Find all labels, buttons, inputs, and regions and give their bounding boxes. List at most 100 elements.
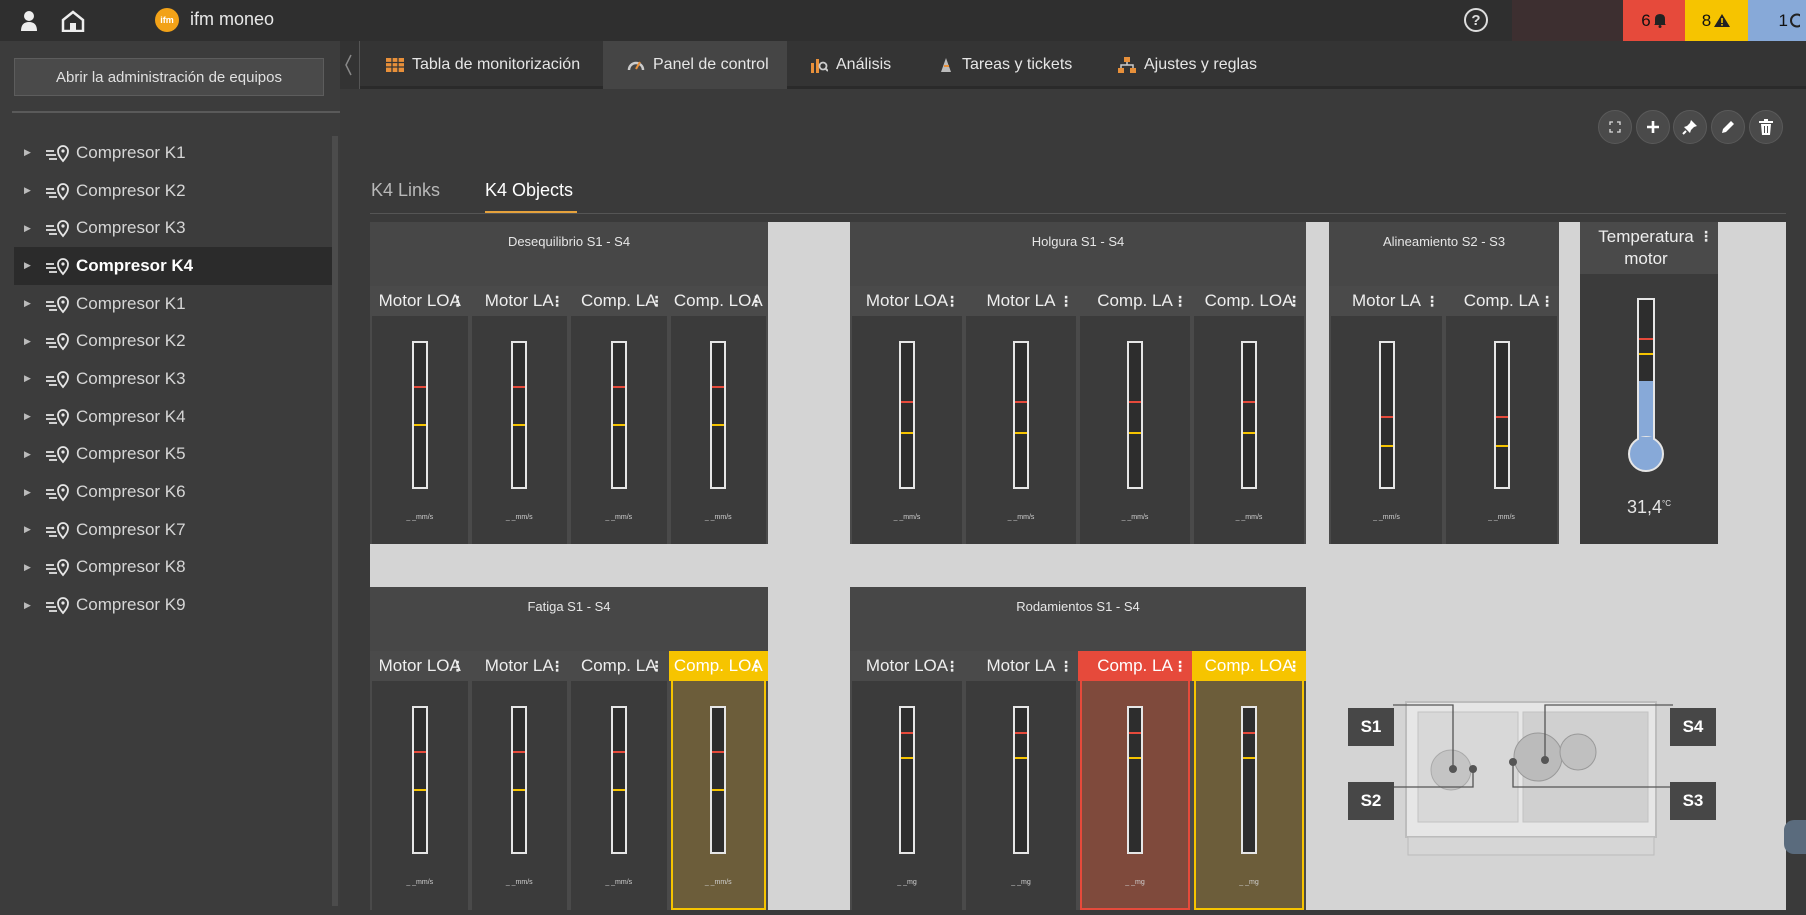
sidebar-scrollbar[interactable] xyxy=(332,136,338,906)
sidebar-item-compresor[interactable]: ▶ Compresor K3 xyxy=(14,360,332,398)
delete-button[interactable] xyxy=(1749,110,1783,144)
more-options-icon[interactable]: ⋮ xyxy=(749,658,763,674)
more-options-icon[interactable]: ⋮ xyxy=(945,658,959,674)
more-options-icon[interactable]: ⋮ xyxy=(945,293,959,309)
more-options-icon[interactable]: ⋮ xyxy=(1059,293,1073,309)
more-options-icon[interactable]: ⋮ xyxy=(1173,293,1187,309)
sidebar-item-compresor[interactable]: ▶ Compresor K8 xyxy=(14,549,332,587)
vibration-gauge-widget[interactable]: Motor LA ⋮ _ _mg xyxy=(964,651,1078,910)
more-options-icon[interactable]: ⋮ xyxy=(550,293,564,309)
vibration-gauge-widget[interactable]: Motor LOA ⋮ _ _mm/s xyxy=(370,286,470,544)
expand-arrow-icon[interactable]: ▶ xyxy=(24,524,31,535)
sensor-label[interactable]: S3 xyxy=(1670,782,1716,820)
pin-button[interactable] xyxy=(1673,110,1707,144)
more-options-icon[interactable]: ⋮ xyxy=(1059,658,1073,674)
vibration-gauge-widget[interactable]: Motor LOA ⋮ _ _mm/s xyxy=(370,651,470,910)
vibration-gauge-widget[interactable]: Comp. LOA ⋮ _ _mg xyxy=(1192,651,1306,910)
more-options-icon[interactable]: ⋮ xyxy=(450,658,465,674)
vibration-gauge-widget[interactable]: Motor LA ⋮ _ _mm/s xyxy=(469,651,569,910)
expand-arrow-icon[interactable]: ▶ xyxy=(24,335,31,346)
edit-button[interactable] xyxy=(1711,110,1745,144)
expand-arrow-icon[interactable]: ▶ xyxy=(24,298,31,309)
subtab-k4-links[interactable]: K4 Links xyxy=(371,180,441,200)
gauge-title: Comp. LA ⋮ xyxy=(569,286,669,316)
alarm-threshold-mark xyxy=(901,731,913,734)
sidebar-item-compresor[interactable]: ▶ Compresor K1 xyxy=(14,285,332,323)
tab-analysis[interactable]: Análisis xyxy=(810,41,900,89)
gauge-unit: _ _mm/s xyxy=(505,514,533,521)
tab-settings-rules[interactable]: Ajustes y reglas xyxy=(1118,41,1268,89)
vibration-gauge-widget[interactable]: Comp. LOA ⋮ _ _mm/s xyxy=(668,651,768,910)
more-options-icon[interactable]: ⋮ xyxy=(1173,658,1187,674)
equipment-location-icon xyxy=(44,330,70,352)
vibration-gauge-widget[interactable]: Motor LOA ⋮ _ _mm/s xyxy=(850,286,964,544)
sidebar-item-compresor[interactable]: ▶ Compresor K4 xyxy=(14,398,332,436)
help-icon[interactable]: ? xyxy=(1464,8,1488,32)
more-options-icon[interactable]: ⋮ xyxy=(1287,293,1301,309)
vibration-gauge-widget[interactable]: Motor LA ⋮ _ _mm/s xyxy=(964,286,1078,544)
tab-control-panel[interactable]: Panel de control xyxy=(603,41,787,89)
sidebar-item-compresor[interactable]: ▶ Compresor K3 xyxy=(14,209,332,247)
vibration-gauge-widget[interactable]: Comp. LA ⋮ _ _mm/s xyxy=(1078,286,1192,544)
fullscreen-button[interactable] xyxy=(1598,110,1632,144)
more-options-icon[interactable]: ⋮ xyxy=(749,293,763,309)
expand-arrow-icon[interactable]: ▶ xyxy=(24,260,31,271)
sidebar-item-compresor[interactable]: ▶ Compresor K2 xyxy=(14,322,332,360)
tab-tasks-tickets[interactable]: Tareas y tickets xyxy=(938,41,1083,89)
vibration-gauge-widget[interactable]: Comp. LOA ⋮ _ _mm/s xyxy=(668,286,768,544)
more-options-icon[interactable]: ⋮ xyxy=(1699,228,1713,244)
tab-monitoring-table[interactable]: Tabla de monitorización xyxy=(386,41,586,89)
user-icon[interactable] xyxy=(14,0,44,41)
more-options-icon[interactable]: ⋮ xyxy=(1540,293,1554,309)
open-equipment-admin-button[interactable]: Abrir la administración de equipos xyxy=(14,58,324,96)
vibration-gauge-widget[interactable]: Comp. LA ⋮ _ _mg xyxy=(1078,651,1192,910)
sidebar-item-compresor[interactable]: ▶ Compresor K5 xyxy=(14,436,332,474)
vibration-gauge-widget[interactable]: Comp. LA ⋮ _ _mm/s xyxy=(569,651,669,910)
sidebar-item-compresor[interactable]: ▶ Compresor K4 xyxy=(14,247,332,285)
sidebar-item-compresor[interactable]: ▶ Compresor K6 xyxy=(14,473,332,511)
expand-arrow-icon[interactable]: ▶ xyxy=(24,599,31,610)
chat-bubble-icon[interactable] xyxy=(1784,820,1806,854)
vibration-gauge-widget[interactable]: Motor LA ⋮ _ _mm/s xyxy=(1329,286,1444,544)
gauge-label: Comp. LOA xyxy=(1204,291,1294,310)
vibration-gauge-widget[interactable]: Comp. LA ⋮ _ _mm/s xyxy=(1444,286,1559,544)
expand-arrow-icon[interactable]: ▶ xyxy=(24,185,31,196)
more-options-icon[interactable]: ⋮ xyxy=(649,658,664,674)
sidebar-item-compresor[interactable]: ▶ Compresor K2 xyxy=(14,172,332,210)
sensor-label[interactable]: S1 xyxy=(1348,708,1394,746)
gauge-label: Comp. LA xyxy=(1097,656,1173,675)
expand-arrow-icon[interactable]: ▶ xyxy=(24,448,31,459)
vibration-gauge-widget[interactable]: Comp. LA ⋮ _ _mm/s xyxy=(569,286,669,544)
info-badge[interactable]: 1 xyxy=(1748,0,1806,41)
temperature-widget[interactable]: Temperatura motor ⋮ 31,4°C xyxy=(1580,222,1718,544)
more-options-icon[interactable]: ⋮ xyxy=(1287,658,1301,674)
alarm-threshold-mark xyxy=(612,750,625,753)
sidebar-item-compresor[interactable]: ▶ Compresor K1 xyxy=(14,134,332,172)
vibration-gauge-widget[interactable]: Motor LA ⋮ _ _mm/s xyxy=(469,286,569,544)
expand-arrow-icon[interactable]: ▶ xyxy=(24,222,31,233)
sensor-label[interactable]: S4 xyxy=(1670,708,1716,746)
expand-arrow-icon[interactable]: ▶ xyxy=(24,411,31,422)
home-icon[interactable] xyxy=(58,0,88,41)
sidebar-item-label: Compresor K4 xyxy=(76,255,194,275)
add-widget-button[interactable] xyxy=(1636,110,1670,144)
sensor-label[interactable]: S2 xyxy=(1348,782,1394,820)
collapse-sidebar-button[interactable] xyxy=(340,41,360,89)
expand-arrow-icon[interactable]: ▶ xyxy=(24,486,31,497)
more-options-icon[interactable]: ⋮ xyxy=(1425,293,1439,309)
warning-badge[interactable]: 8 xyxy=(1685,0,1748,41)
expand-arrow-icon[interactable]: ▶ xyxy=(24,147,31,158)
vibration-gauge-widget[interactable]: Comp. LOA ⋮ _ _mm/s xyxy=(1192,286,1306,544)
vibration-gauge-widget[interactable]: Motor LOA ⋮ _ _mg xyxy=(850,651,964,910)
expand-arrow-icon[interactable]: ▶ xyxy=(24,561,31,572)
more-options-icon[interactable]: ⋮ xyxy=(450,293,465,309)
expand-arrow-icon[interactable]: ▶ xyxy=(24,373,31,384)
more-options-icon[interactable]: ⋮ xyxy=(649,293,664,309)
main-nav: Tabla de monitorización Panel de control… xyxy=(360,41,1806,89)
alarm-badge[interactable]: 6 xyxy=(1623,0,1685,41)
more-options-icon[interactable]: ⋮ xyxy=(550,658,564,674)
sidebar-item-compresor[interactable]: ▶ Compresor K9 xyxy=(14,586,332,624)
subtab-k4-objects[interactable]: K4 Objects xyxy=(485,180,577,214)
sidebar-item-compresor[interactable]: ▶ Compresor K7 xyxy=(14,511,332,549)
equipment-sidebar: Abrir la administración de equipos ▶ Comp… xyxy=(0,41,340,915)
